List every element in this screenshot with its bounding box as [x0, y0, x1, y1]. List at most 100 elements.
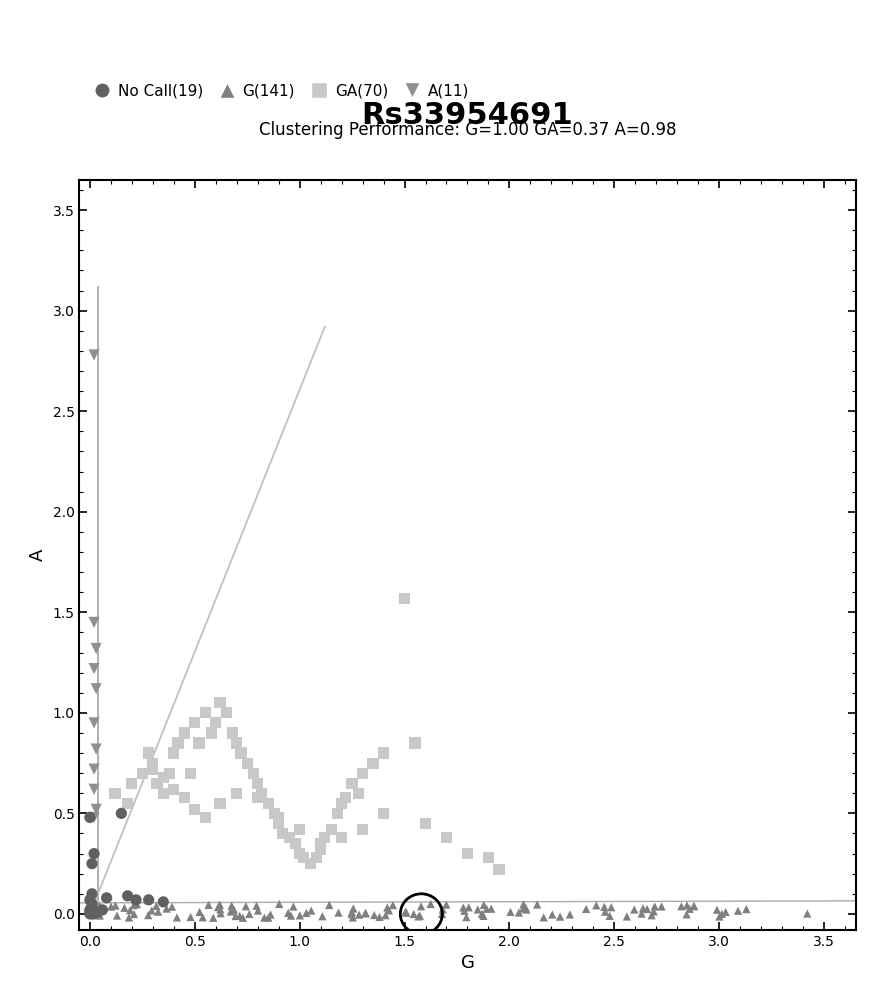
Point: [476, 908, 490, 924]
Point: [162, 765, 176, 781]
Point: [322, 897, 336, 913]
Point: [378, 907, 392, 923]
Point: [355, 821, 370, 837]
Point: [87, 846, 101, 862]
Point: [310, 850, 324, 866]
Point: [620, 908, 634, 924]
Point: [475, 906, 489, 922]
Point: [536, 909, 550, 925]
Point: [345, 906, 359, 922]
Point: [87, 715, 101, 731]
Point: [456, 899, 470, 915]
Point: [710, 902, 724, 918]
Point: [188, 715, 202, 731]
Point: [293, 821, 307, 837]
Point: [654, 898, 669, 914]
Point: [243, 906, 257, 922]
Point: [213, 901, 228, 917]
Point: [91, 904, 105, 920]
Point: [146, 761, 160, 777]
Point: [227, 902, 241, 918]
Point: [235, 910, 250, 926]
Point: [714, 906, 729, 922]
Point: [460, 909, 474, 925]
Title: Rs33954691: Rs33954691: [362, 101, 573, 130]
Point: [713, 909, 727, 925]
Point: [331, 805, 345, 821]
Point: [121, 795, 135, 811]
Point: [377, 745, 391, 761]
Legend: No Call(19), G(141), GA(70), A(11): No Call(19), G(141), GA(70), A(11): [87, 78, 475, 105]
Point: [355, 765, 370, 781]
Point: [250, 898, 264, 914]
Point: [367, 907, 381, 923]
Point: [85, 896, 99, 912]
Point: [358, 905, 372, 921]
Point: [167, 781, 181, 797]
Point: [399, 904, 413, 920]
Point: [739, 901, 753, 917]
Point: [372, 909, 386, 925]
Point: [347, 900, 361, 916]
Point: [115, 805, 129, 821]
Point: [229, 785, 243, 801]
Point: [731, 903, 745, 919]
Point: [213, 905, 228, 921]
Point: [205, 725, 219, 741]
Point: [156, 894, 170, 910]
Point: [83, 809, 97, 825]
Point: [89, 741, 103, 757]
Point: [680, 897, 694, 913]
Point: [246, 765, 260, 781]
Point: [141, 892, 155, 908]
Point: [334, 830, 348, 846]
Point: [423, 896, 437, 912]
Point: [282, 830, 296, 846]
Y-axis label: A: A: [29, 549, 47, 561]
Point: [151, 904, 165, 920]
Point: [339, 789, 353, 805]
Point: [85, 906, 99, 922]
Point: [141, 907, 155, 923]
Point: [482, 850, 496, 866]
Point: [149, 898, 163, 914]
Point: [366, 755, 380, 771]
Point: [83, 904, 97, 920]
Point: [192, 735, 206, 751]
Point: [408, 735, 422, 751]
Point: [87, 661, 101, 677]
Point: [156, 785, 170, 801]
Point: [314, 842, 328, 858]
Point: [334, 795, 348, 811]
Point: [87, 809, 101, 825]
Point: [93, 908, 107, 924]
Point: [407, 906, 421, 922]
Point: [104, 899, 118, 915]
Point: [602, 908, 617, 924]
Point: [206, 910, 220, 926]
Point: [604, 899, 618, 915]
Point: [95, 902, 109, 918]
Point: [146, 755, 160, 771]
Point: [145, 902, 159, 918]
Point: [436, 902, 450, 918]
Point: [680, 906, 694, 922]
Point: [480, 901, 494, 917]
Point: [196, 909, 210, 925]
Point: [198, 705, 213, 721]
Point: [87, 781, 101, 797]
Point: [281, 905, 295, 921]
Point: [519, 900, 533, 916]
Point: [412, 908, 426, 924]
Point: [226, 725, 240, 741]
Point: [87, 614, 101, 630]
Point: [687, 898, 701, 914]
Text: Clustering Performance: G=1.00 GA=0.37 A=0.98: Clustering Performance: G=1.00 GA=0.37 A…: [258, 121, 676, 139]
Point: [165, 899, 179, 915]
Point: [634, 906, 648, 922]
Point: [213, 695, 227, 711]
Point: [124, 775, 138, 791]
Point: [267, 805, 281, 821]
Point: [108, 785, 122, 801]
Point: [83, 892, 97, 908]
